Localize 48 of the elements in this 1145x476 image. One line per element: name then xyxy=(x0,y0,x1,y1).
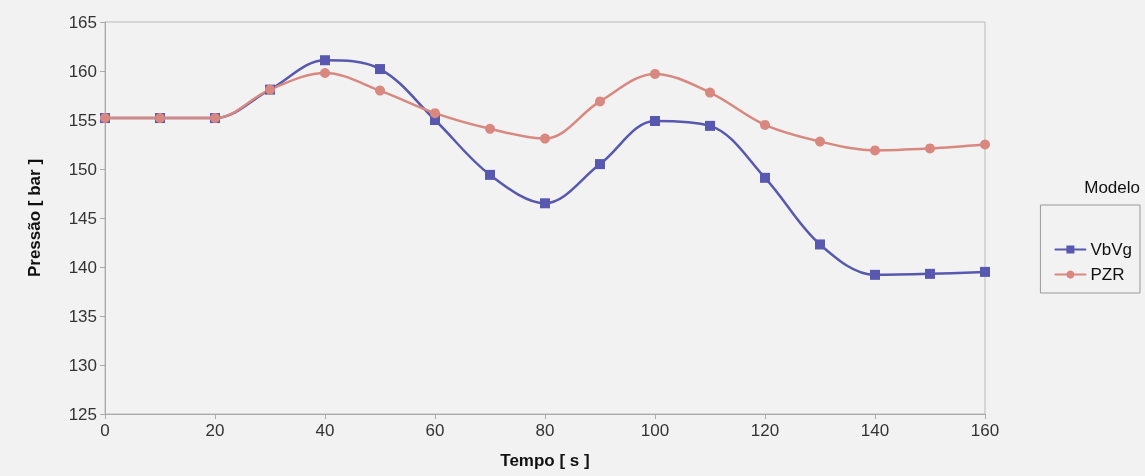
point xyxy=(925,143,935,154)
point xyxy=(980,266,990,277)
x-axis-title: Tempo [ s ] xyxy=(500,451,590,470)
x-tick-label: 120 xyxy=(750,421,780,440)
x-tick-label: 20 xyxy=(205,421,225,440)
point xyxy=(815,136,825,147)
point xyxy=(870,269,880,280)
point xyxy=(925,268,935,279)
point xyxy=(540,133,550,144)
point xyxy=(595,96,605,107)
point xyxy=(705,120,715,131)
point xyxy=(870,145,880,156)
y-tick-label: 145 xyxy=(68,208,97,228)
x-tick-label: 60 xyxy=(425,421,445,440)
y-tick-label: 150 xyxy=(68,159,97,179)
y-tick-label: 140 xyxy=(68,257,97,277)
point xyxy=(430,108,440,119)
point xyxy=(320,67,330,78)
point xyxy=(705,87,715,98)
point xyxy=(540,198,550,209)
y-tick-label: 135 xyxy=(68,306,97,326)
legend-label: PZR xyxy=(1090,265,1125,284)
y-tick-label: 125 xyxy=(68,404,97,424)
point xyxy=(485,123,495,134)
y-axis-title: Pressão [ bar ] xyxy=(25,158,44,278)
point xyxy=(375,64,385,75)
point xyxy=(650,68,660,79)
point xyxy=(650,115,660,126)
x-tick-label: 40 xyxy=(315,421,335,440)
point xyxy=(980,139,990,150)
point xyxy=(485,169,495,180)
point xyxy=(760,119,770,130)
point xyxy=(375,85,385,96)
y-tick-label: 130 xyxy=(68,355,97,375)
point xyxy=(320,55,330,66)
legend-title: Modelo xyxy=(1083,178,1140,198)
point xyxy=(760,172,770,183)
y-tick-label: 160 xyxy=(68,61,97,81)
x-tick-label: 100 xyxy=(640,421,670,440)
point xyxy=(815,239,825,250)
x-tick-label: 140 xyxy=(860,421,890,440)
x-tick-label: 0 xyxy=(100,421,110,440)
y-tick-label: 165 xyxy=(68,12,97,32)
legend-label: VbVg xyxy=(1090,240,1133,259)
point xyxy=(595,159,605,170)
x-tick-label: 80 xyxy=(535,421,555,440)
x-tick-label: 160 xyxy=(970,421,1000,440)
y-tick-label: 155 xyxy=(68,110,97,130)
